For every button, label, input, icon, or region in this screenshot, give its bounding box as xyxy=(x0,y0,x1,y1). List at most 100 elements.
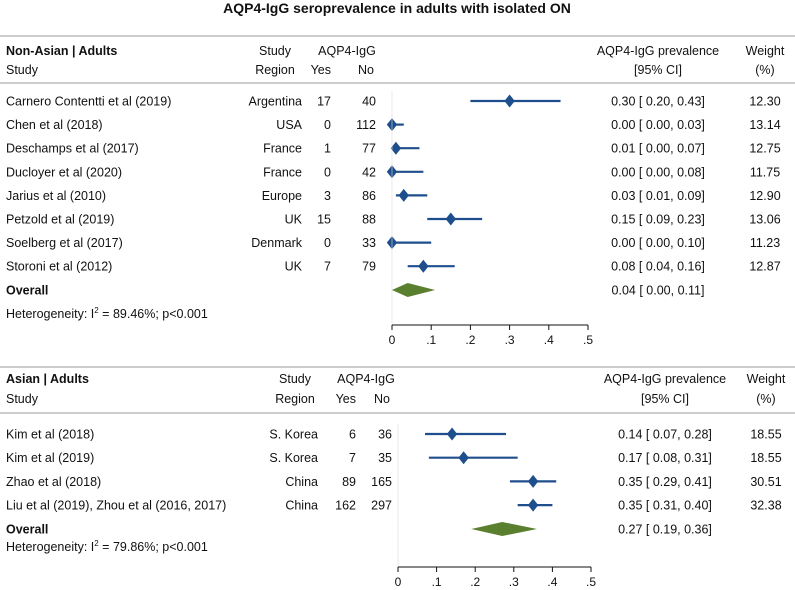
overall-ci: 0.04 [ 0.00, 0.11] xyxy=(612,284,705,298)
study-label: Petzold et al (2019) xyxy=(6,213,114,227)
count-no: 42 xyxy=(362,165,376,179)
column-header-aqp4: AQP4-IgG xyxy=(337,372,395,386)
column-header-weight: Weight xyxy=(747,372,786,386)
count-no: 79 xyxy=(362,260,376,274)
count-no: 77 xyxy=(362,142,376,156)
study-label: Soelberg et al (2017) xyxy=(6,236,123,250)
count-yes: 7 xyxy=(349,451,356,465)
column-header-aqp4: AQP4-IgG xyxy=(318,44,376,58)
panel-non-asian: Non-Asian | Adults Study Study Region AQP4-I… xyxy=(0,35,795,347)
column-header-weight: Weight xyxy=(746,44,785,58)
estimate-marker xyxy=(390,141,402,155)
count-yes: 6 xyxy=(349,428,356,442)
x-tick-label: .5 xyxy=(583,333,593,347)
estimate-marker xyxy=(418,259,429,273)
count-no: 35 xyxy=(378,451,392,465)
study-weight: 32.38 xyxy=(750,499,781,513)
x-tick-label: .5 xyxy=(586,575,596,589)
prevalence-ci: 0.35 [ 0.31, 0.40] xyxy=(618,499,712,513)
prevalence-ci: 0.14 [ 0.07, 0.28] xyxy=(618,428,712,442)
x-tick-label: .1 xyxy=(426,333,436,347)
study-label: Kim et al (2018) xyxy=(6,428,94,442)
study-label: Zhao et al (2018) xyxy=(6,475,101,489)
count-no: 36 xyxy=(378,428,392,442)
prevalence-ci: 0.00 [ 0.00, 0.10] xyxy=(611,236,705,250)
column-header-ci: [95% CI] xyxy=(641,392,689,406)
column-header-weight-unit: (%) xyxy=(756,392,775,406)
study-region: Europe xyxy=(262,189,302,203)
study-region: Denmark xyxy=(251,236,302,250)
column-header-no: No xyxy=(358,63,374,77)
x-tick-label: .2 xyxy=(465,333,475,347)
study-label: Kim et al (2019) xyxy=(6,451,94,465)
study-weight: 11.75 xyxy=(750,165,780,179)
x-tick-label: .3 xyxy=(505,333,515,347)
study-region: Argentina xyxy=(248,95,302,109)
column-header-prevalence: AQP4-IgG prevalence xyxy=(597,44,719,58)
column-header-weight-unit: (%) xyxy=(755,63,774,77)
study-label: Chen et al (2018) xyxy=(6,118,103,132)
prevalence-ci: 0.17 [ 0.08, 0.31] xyxy=(618,451,712,465)
x-tick-label: .1 xyxy=(432,575,442,589)
study-label: Deschamps et al (2017) xyxy=(6,142,139,156)
estimate-marker xyxy=(445,212,456,226)
column-header-region: Region xyxy=(255,63,295,77)
study-weight: 18.55 xyxy=(750,428,781,442)
count-yes: 1 xyxy=(324,142,331,156)
column-header-study-region: Study xyxy=(259,44,292,58)
count-no: 297 xyxy=(371,499,392,513)
overall-diamond xyxy=(392,283,436,297)
count-yes: 0 xyxy=(324,236,331,250)
column-header-ci: [95% CI] xyxy=(634,63,682,77)
count-yes: 0 xyxy=(324,165,331,179)
heterogeneity-text: Heterogeneity: I2 = 79.86%; p<0.001 xyxy=(6,539,208,554)
x-tick-label: 0 xyxy=(395,575,402,589)
heterogeneity-text: Heterogeneity: I2 = 89.46%; p<0.001 xyxy=(6,306,208,321)
study-region: UK xyxy=(285,213,303,227)
prevalence-ci: 0.08 [ 0.04, 0.16] xyxy=(611,260,705,274)
estimate-marker xyxy=(446,427,458,441)
count-yes: 7 xyxy=(324,260,331,274)
estimate-marker xyxy=(398,188,409,202)
group-label: Asian | Adults xyxy=(6,372,89,386)
study-label: Jarius et al (2010) xyxy=(6,189,106,203)
count-no: 86 xyxy=(362,189,376,203)
panel-asian: Asian | Adults Study Study Region AQP4-IgG Ye… xyxy=(0,366,795,589)
estimate-marker xyxy=(458,451,469,465)
column-header-study: Study xyxy=(6,392,39,406)
x-tick-label: .4 xyxy=(544,333,554,347)
study-label: Ducloyer et al (2020) xyxy=(6,165,122,179)
study-label: Liu et al (2019), Zhou et al (2016, 2017… xyxy=(6,499,226,513)
estimate-marker xyxy=(527,498,539,512)
study-region: S. Korea xyxy=(269,428,318,442)
study-region: UK xyxy=(285,260,303,274)
prevalence-ci: 0.03 [ 0.01, 0.09] xyxy=(611,189,705,203)
x-tick-label: .3 xyxy=(509,575,519,589)
study-weight: 12.75 xyxy=(749,142,780,156)
estimate-marker xyxy=(504,94,515,108)
study-weight: 13.14 xyxy=(749,118,780,132)
study-weight: 11.23 xyxy=(750,236,780,250)
study-region: S. Korea xyxy=(269,451,318,465)
prevalence-ci: 0.15 [ 0.09, 0.23] xyxy=(611,213,705,227)
prevalence-ci: 0.00 [ 0.00, 0.08] xyxy=(611,165,705,179)
prevalence-ci: 0.00 [ 0.00, 0.03] xyxy=(611,118,705,132)
column-header-prevalence: AQP4-IgG prevalence xyxy=(604,372,726,386)
study-region: USA xyxy=(276,118,302,132)
count-yes: 15 xyxy=(317,213,331,227)
study-weight: 12.90 xyxy=(749,189,780,203)
count-yes: 17 xyxy=(317,95,331,109)
x-tick-label: 0 xyxy=(389,333,396,347)
column-header-yes: Yes xyxy=(336,392,356,406)
study-weight: 30.51 xyxy=(750,475,781,489)
study-region: China xyxy=(285,499,318,513)
column-header-yes: Yes xyxy=(311,63,331,77)
count-no: 165 xyxy=(371,475,392,489)
count-no: 112 xyxy=(356,118,376,132)
study-region: China xyxy=(285,475,318,489)
overall-label: Overall xyxy=(6,523,48,537)
x-tick-label: .2 xyxy=(470,575,480,589)
study-label: Carnero Contentti et al (2019) xyxy=(6,95,171,109)
study-weight: 12.87 xyxy=(749,260,780,274)
prevalence-ci: 0.30 [ 0.20, 0.43] xyxy=(611,95,705,109)
